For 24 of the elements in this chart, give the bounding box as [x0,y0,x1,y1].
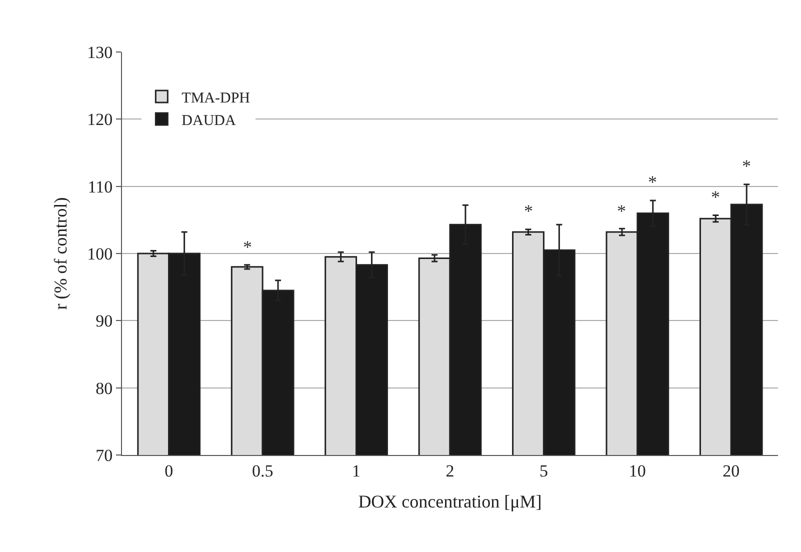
y-tick-label: 100 [87,244,113,264]
x-tick-label: 0.5 [252,461,274,480]
x-tick-label: 10 [628,461,646,480]
legend-label: DAUDA [182,112,236,129]
annotation: * [711,187,720,207]
x-tick-label: 0 [164,461,174,480]
y-tick-label: 90 [96,312,113,331]
annotation: * [243,237,252,257]
y-tick-label: 110 [88,177,113,196]
legend-label: TMA-DPH [182,90,250,106]
x-tick-label: 1 [352,461,361,480]
y-tick-label: 130 [87,42,113,62]
y-axis-title: r (% of control) [50,197,70,310]
x-tick-label: 2 [446,461,454,480]
y-tick-label: 70 [96,446,113,465]
annotation: * [617,201,626,221]
annotation: * [524,201,533,221]
x-tick-label: 5 [539,461,548,480]
y-tick-label: 120 [87,110,113,130]
annotation: * [742,156,751,176]
x-axis-title: DOX concentration [μM] [358,492,542,512]
annotation: * [648,172,657,192]
y-tick-label: 80 [96,378,113,398]
x-tick-label: 20 [722,461,740,480]
